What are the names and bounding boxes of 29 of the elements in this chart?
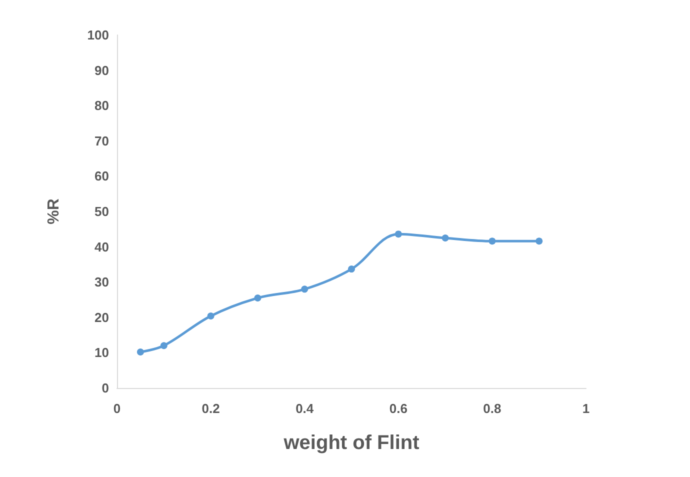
y-axis-title: %R xyxy=(46,198,62,224)
x-tick-label: 0.2 xyxy=(202,401,220,416)
x-tick-label: 0.8 xyxy=(483,401,502,416)
point xyxy=(442,234,449,242)
point xyxy=(254,294,262,302)
y-tick-label: 0 xyxy=(102,380,109,396)
point xyxy=(301,286,308,293)
x-axis-title: weight of Flint xyxy=(282,432,420,454)
point xyxy=(207,312,214,320)
y-tick-label: 80 xyxy=(94,98,109,114)
y-tick-label: 30 xyxy=(94,274,109,290)
point xyxy=(160,342,168,350)
y-tick-label: 90 xyxy=(94,62,109,78)
x-tick-label: 1 xyxy=(582,401,590,416)
x-tick-label: 0.6 xyxy=(389,401,408,416)
point xyxy=(348,266,355,273)
point xyxy=(488,238,496,245)
x-tick-label: 0 xyxy=(113,401,121,416)
y-tick-label: 70 xyxy=(94,133,109,148)
point xyxy=(536,238,543,245)
y-tick-label: 20 xyxy=(94,310,109,325)
y-tick-label: 50 xyxy=(94,204,109,219)
x-tick-label: 0.4 xyxy=(296,401,314,416)
y-tick-label: 60 xyxy=(94,168,109,184)
y-tick-label: 10 xyxy=(94,345,109,360)
point xyxy=(394,230,402,238)
y-tick-label: 40 xyxy=(94,239,109,254)
y-tick-label: 100 xyxy=(87,28,109,42)
point xyxy=(136,348,144,356)
